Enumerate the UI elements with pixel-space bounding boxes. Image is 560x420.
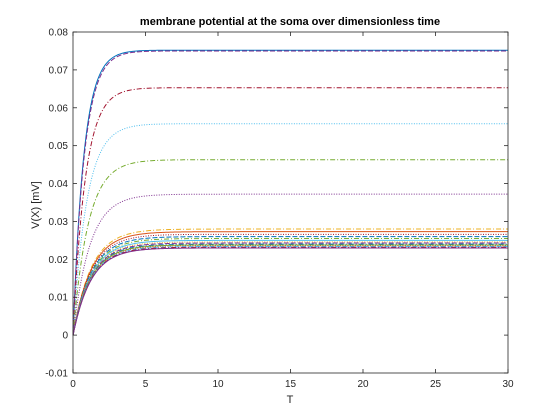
series-line-14 — [72, 242, 508, 336]
chart-title: membrane potential at the soma over dime… — [140, 16, 440, 28]
y-tick-label-2: 0.01 — [49, 293, 69, 304]
y-tick-label-9: 0.08 — [49, 28, 69, 39]
series-line-1 — [72, 49, 508, 336]
series-line-12 — [72, 239, 508, 336]
x-tick-label-4: 20 — [357, 379, 369, 390]
x-tick-label-2: 10 — [212, 379, 224, 390]
series-line-3 — [72, 87, 508, 336]
x-tick-label-6: 30 — [502, 379, 514, 390]
y-tick-label-6: 0.05 — [49, 141, 69, 152]
x-tick-label-0: 0 — [70, 379, 76, 390]
y-tick-label-0: -0.01 — [45, 369, 68, 380]
series-line-17 — [72, 245, 508, 336]
y-tick-label-5: 0.04 — [49, 179, 69, 190]
series-line-15 — [72, 243, 508, 336]
series-line-19 — [72, 246, 508, 336]
series-line-10 — [72, 236, 508, 336]
tick-layer: 0 5 10 15 20 25 30-0.0100.010.020.030.040.050.… — [45, 28, 514, 391]
series-line-7 — [72, 228, 508, 336]
y-axis-label: V(X) [mV] — [30, 181, 42, 229]
y-tick-label-4: 0.03 — [49, 217, 69, 228]
series-line-20 — [72, 247, 508, 336]
series-line-16 — [72, 244, 508, 336]
y-tick-label-3: 0.02 — [49, 255, 69, 266]
series-line-11 — [72, 237, 508, 336]
x-tick-label-5: 25 — [430, 379, 442, 390]
series-line-5 — [72, 159, 508, 336]
y-tick-label-8: 0.07 — [49, 65, 69, 76]
x-axis-label: T — [287, 394, 294, 406]
x-tick-label-3: 15 — [285, 379, 297, 390]
y-tick-label-7: 0.06 — [49, 103, 69, 114]
series-line-8 — [72, 231, 508, 336]
x-tick-label-1: 5 — [143, 379, 149, 390]
series-line-2 — [72, 50, 508, 336]
series-layer — [72, 49, 508, 336]
series-line-18 — [72, 245, 508, 336]
y-tick-label-1: 0 — [62, 331, 68, 342]
